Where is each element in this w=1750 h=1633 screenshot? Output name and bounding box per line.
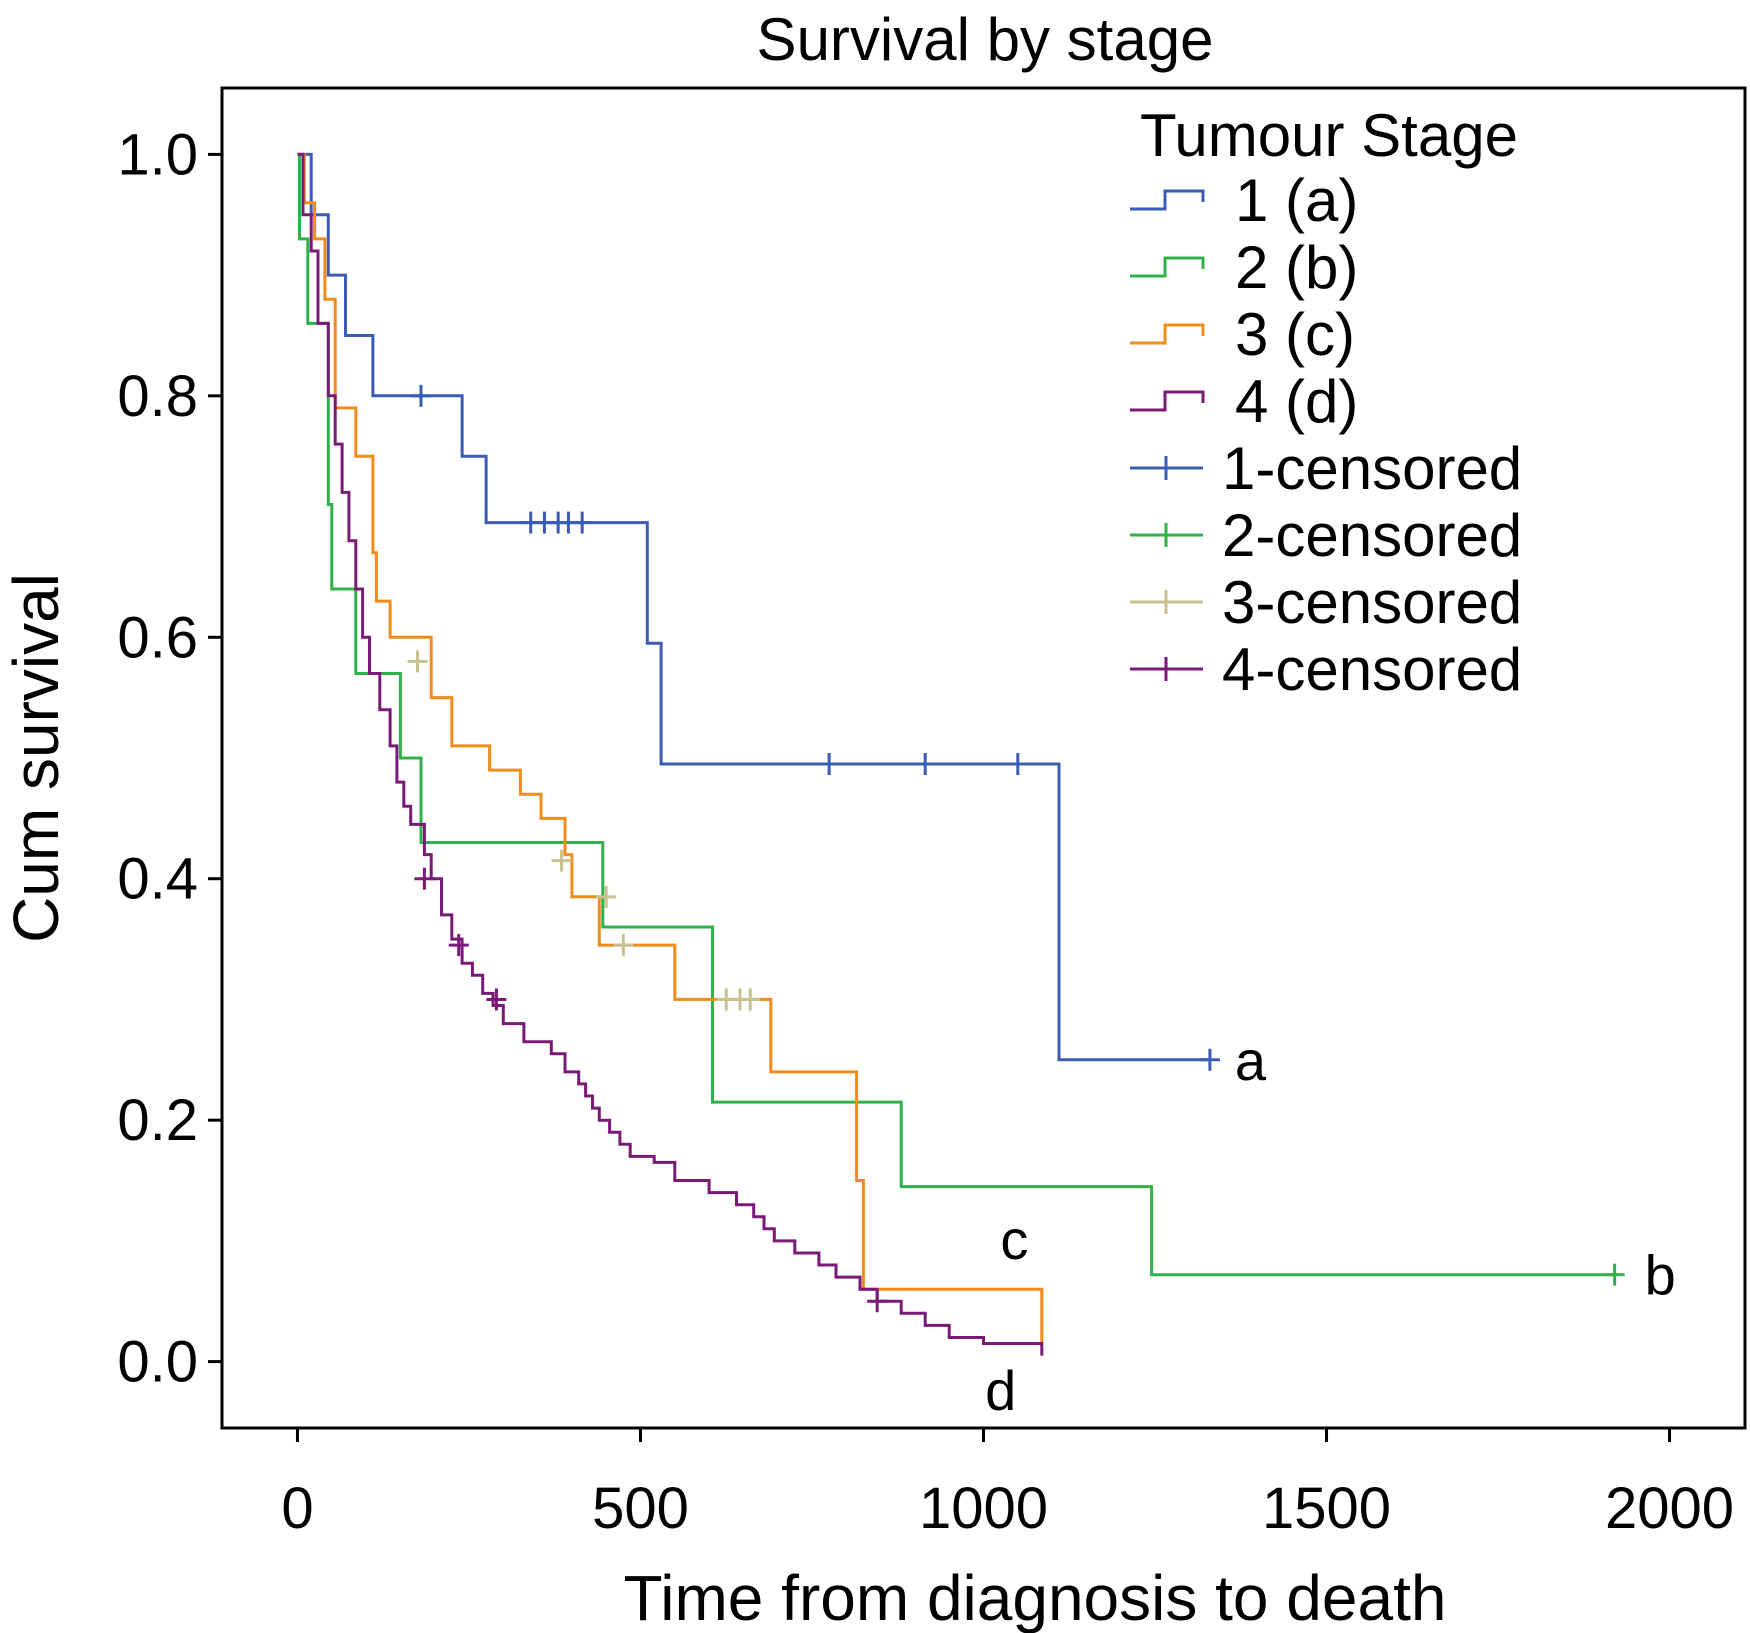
- x-axis: 0 500 1000 1500 2000: [281, 1428, 1734, 1541]
- legend-entry: 4-censored: [1130, 636, 1522, 703]
- legend-label: 4 (d): [1235, 368, 1358, 435]
- legend-entry: 1-censored: [1130, 435, 1522, 502]
- y-tick-label: 0.0: [117, 1330, 198, 1395]
- legend-label: 2 (b): [1235, 234, 1358, 301]
- x-tick-label: 1500: [1262, 1476, 1391, 1541]
- series-end-label: b: [1645, 1244, 1676, 1307]
- legend-label: 1 (a): [1235, 167, 1358, 234]
- y-tick-label: 0.8: [117, 364, 198, 429]
- series-2: b: [297, 152, 1676, 1307]
- survival-curve-4: [297, 152, 1044, 1356]
- legend-label: 3 (c): [1235, 301, 1355, 368]
- series-3: c: [297, 152, 1044, 1344]
- survival-curve-2: [297, 152, 1615, 1277]
- legend-label: 3-censored: [1222, 569, 1522, 636]
- chart-title: Survival by stage: [757, 6, 1214, 73]
- series-end-label: c: [1000, 1208, 1028, 1271]
- y-axis: 0.0 0.2 0.4 0.6 0.8 1.0: [117, 122, 222, 1395]
- y-tick-label: 0.4: [117, 847, 198, 912]
- x-tick-label: 1000: [919, 1476, 1048, 1541]
- legend: Tumour Stage 1 (a)2 (b)3 (c)4 (d)1-censo…: [1130, 102, 1522, 703]
- x-tick-label: 500: [592, 1476, 689, 1541]
- y-axis-title: Cum survival: [0, 573, 72, 943]
- x-axis-title: Time from diagnosis to death: [624, 1562, 1447, 1633]
- legend-entry: 3 (c): [1130, 301, 1355, 368]
- y-tick-label: 0.2: [117, 1088, 198, 1153]
- series-4: d: [297, 152, 1044, 1422]
- legend-entry: 2 (b): [1130, 234, 1358, 301]
- survival-curve-3: [297, 152, 1044, 1344]
- legend-step-icon: [1130, 390, 1205, 412]
- series-end-label: d: [985, 1359, 1016, 1422]
- x-tick-label: 2000: [1605, 1476, 1734, 1541]
- y-tick-label: 1.0: [117, 122, 198, 187]
- series-1: a: [297, 152, 1267, 1092]
- legend-entry: 3-censored: [1130, 569, 1522, 636]
- series-layer: a b c d: [297, 152, 1676, 1422]
- x-tick-label: 0: [281, 1476, 313, 1541]
- legend-title: Tumour Stage: [1140, 102, 1518, 169]
- legend-step-icon: [1130, 189, 1205, 211]
- legend-label: 4-censored: [1222, 636, 1522, 703]
- survival-curve-1: [297, 152, 1210, 1062]
- series-end-label: a: [1235, 1029, 1267, 1092]
- legend-step-icon: [1130, 323, 1205, 345]
- y-tick-label: 0.6: [117, 605, 198, 670]
- legend-label: 1-censored: [1222, 435, 1522, 502]
- legend-step-icon: [1130, 256, 1205, 278]
- legend-entry: 1 (a): [1130, 167, 1358, 234]
- legend-entry: 4 (d): [1130, 368, 1358, 435]
- legend-label: 2-censored: [1222, 502, 1522, 569]
- legend-entry: 2-censored: [1130, 502, 1522, 569]
